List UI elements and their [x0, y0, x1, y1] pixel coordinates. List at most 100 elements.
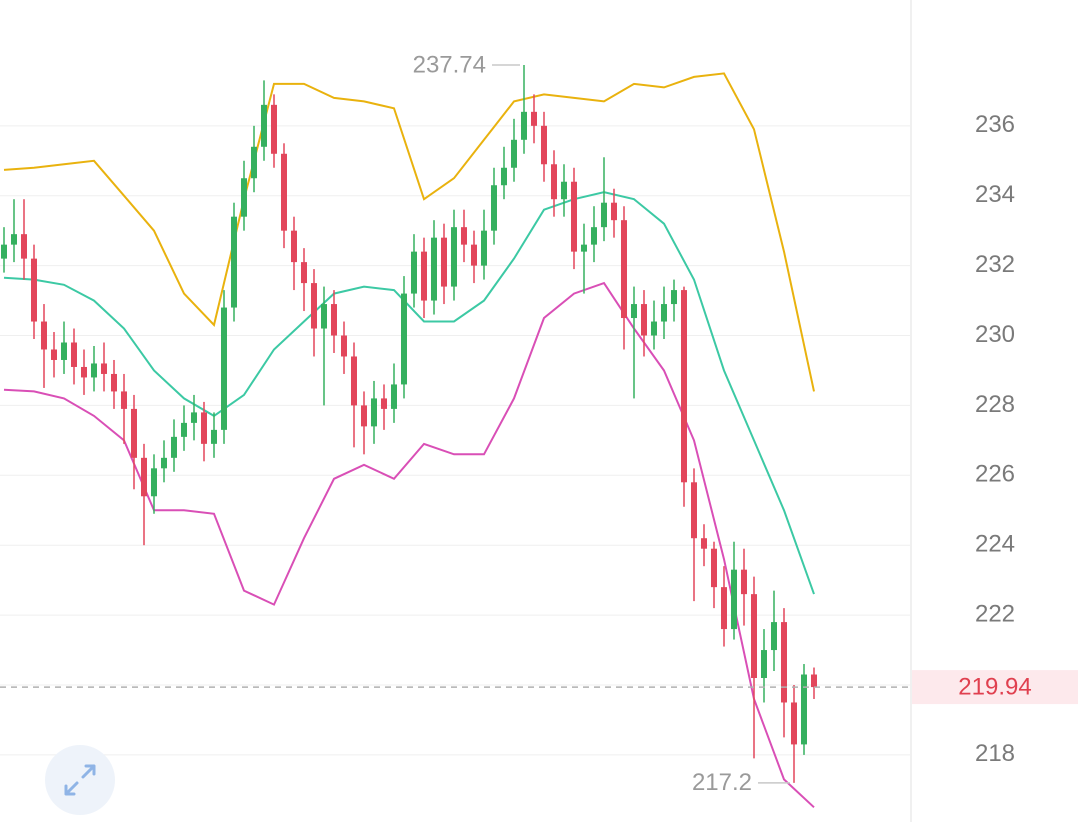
candle-body	[411, 251, 417, 294]
candle-body	[641, 304, 647, 336]
candle-body	[561, 181, 567, 200]
expand-icon[interactable]	[64, 764, 96, 796]
candle-body	[251, 146, 257, 179]
candle-body	[531, 111, 537, 126]
candle-body	[221, 307, 227, 430]
candle-body	[101, 363, 107, 374]
candle-body	[301, 262, 307, 284]
candle-body	[71, 342, 77, 367]
candle-body	[381, 398, 387, 409]
candle-body	[621, 220, 627, 319]
y-tick-label: 232	[975, 251, 1015, 278]
y-tick-label: 230	[975, 321, 1015, 348]
candle-body	[21, 234, 27, 259]
band-line	[3, 72, 815, 392]
high-label: 237.74	[413, 51, 486, 78]
candle-body	[761, 650, 767, 679]
candle-body	[231, 216, 237, 308]
candle-body	[441, 237, 447, 287]
candle-body	[661, 304, 667, 322]
candle-body	[541, 125, 547, 165]
candle-body	[321, 304, 327, 329]
candle-body	[151, 468, 157, 497]
candle-body	[261, 104, 267, 147]
candle-body	[291, 230, 297, 263]
candle-body	[111, 373, 117, 392]
candle-body	[141, 457, 147, 497]
candle-body	[391, 384, 397, 409]
candle-body	[181, 422, 187, 437]
candle-body	[581, 244, 587, 252]
candle-body	[481, 230, 487, 266]
candle-body	[501, 167, 507, 186]
candle-body	[341, 335, 347, 357]
y-tick-label: 226	[975, 461, 1015, 488]
candle-body	[201, 412, 207, 444]
candle-body	[271, 104, 277, 154]
candle-body	[41, 321, 47, 350]
candle-body	[211, 429, 217, 444]
candle-body	[421, 251, 427, 301]
candle-body	[571, 181, 577, 252]
candle-body	[651, 321, 657, 336]
candle-body	[121, 391, 127, 409]
candle-body	[611, 202, 617, 221]
candle-body	[631, 304, 637, 319]
candle-body	[371, 398, 377, 427]
y-tick-label: 222	[975, 600, 1015, 627]
candle-body	[11, 234, 17, 245]
candle-body	[171, 436, 177, 458]
candle-body	[491, 185, 497, 231]
candle-body	[811, 674, 817, 688]
candle-body	[91, 363, 97, 378]
y-tick-label: 224	[975, 531, 1015, 558]
candle-body	[741, 569, 747, 595]
candle-body	[51, 349, 57, 360]
candle-body	[721, 587, 727, 630]
bands	[3, 72, 815, 809]
expand-button-bg[interactable]	[45, 745, 115, 815]
candle-body	[401, 293, 407, 385]
expand-button[interactable]	[45, 745, 115, 815]
candle-body	[461, 227, 467, 245]
last-price-label: 219.94	[958, 673, 1031, 700]
candle-body	[31, 258, 37, 322]
candle-body	[791, 702, 797, 745]
candle-body	[451, 227, 457, 287]
candle-body	[781, 622, 787, 703]
labels: 218220222224226228230232234236237.74217.…	[0, 51, 1078, 796]
band-line	[3, 281, 815, 809]
candle-body	[311, 283, 317, 329]
y-tick-label: 228	[975, 391, 1015, 418]
y-tick-label: 234	[975, 181, 1015, 208]
candle-body	[521, 111, 527, 140]
candle-body	[801, 674, 807, 745]
y-tick-label: 236	[975, 111, 1015, 138]
last-price-tag	[912, 670, 1078, 705]
candle-body	[671, 290, 677, 305]
candle-body	[751, 594, 757, 679]
candle-body	[241, 178, 247, 217]
candle-body	[591, 227, 597, 245]
candle-body	[771, 622, 777, 651]
candle-body	[711, 548, 717, 588]
candle-body	[601, 202, 607, 228]
candle-body	[61, 342, 67, 360]
candle-body	[351, 356, 357, 406]
candle-body	[191, 412, 197, 423]
candle-body	[281, 153, 287, 231]
candle-body	[731, 569, 737, 630]
candle-body	[471, 244, 477, 266]
candle-body	[1, 244, 7, 259]
candle-body	[431, 237, 437, 301]
low-label: 217.2	[692, 769, 752, 796]
candle-body	[131, 408, 137, 458]
candle-body	[551, 164, 557, 200]
candle-body	[361, 405, 367, 427]
candles	[1, 65, 817, 783]
candle-body	[701, 538, 707, 549]
candle-body	[331, 304, 337, 336]
candle-body	[81, 366, 87, 378]
